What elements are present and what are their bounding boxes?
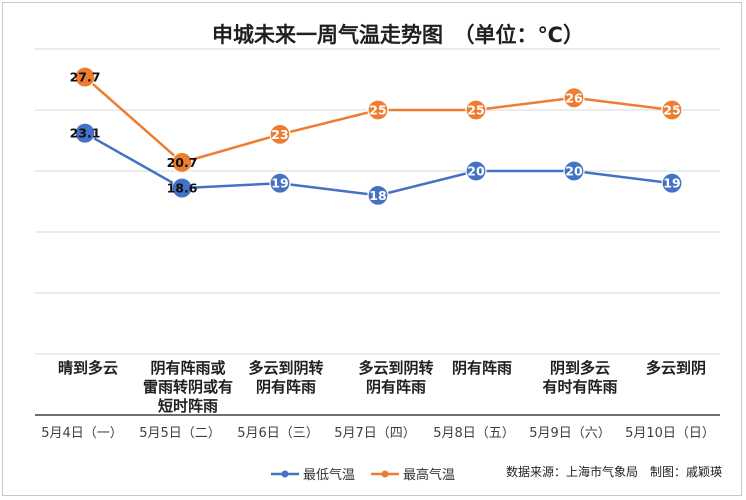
data-point — [661, 99, 683, 121]
data-label: 20 — [467, 164, 485, 179]
data-label: 19 — [663, 176, 680, 191]
chart-title: 申城未来一周气温走势图 （单位：℃） — [212, 23, 584, 47]
data-label: 23 — [271, 127, 288, 142]
condition-label: 雷雨转阴或有 — [143, 378, 233, 396]
data-label: 19 — [271, 176, 288, 191]
condition-label: 多云到阴转 — [248, 359, 323, 377]
data-point — [563, 160, 585, 182]
condition-label: 阴有阵雨或 — [150, 359, 225, 377]
source-credit: 数据来源：上海市气象局 制图：戚颖瑛 — [506, 464, 722, 479]
condition-label: 阴有阵雨 — [256, 378, 316, 396]
data-point — [74, 122, 96, 144]
data-point — [465, 99, 487, 121]
data-point — [367, 99, 389, 121]
condition-label: 有时有阵雨 — [542, 378, 617, 396]
x-tick-label: 5月5日（二） — [139, 426, 221, 441]
data-point — [269, 123, 291, 145]
data-point — [171, 177, 193, 199]
data-point — [269, 172, 291, 194]
legend-label: 最高气温 — [403, 467, 455, 483]
data-point — [563, 87, 585, 109]
data-label: 27.7 — [70, 70, 101, 85]
data-label: 18 — [369, 188, 386, 203]
data-label: 25 — [663, 103, 680, 118]
data-label: 20 — [565, 164, 583, 179]
weather-conditions: 晴到多云 阴有阵雨或雷雨转阴或有短时阵雨多云到阴转阴有阵雨多云到阴转阴有阵雨阴有阵… — [58, 359, 706, 415]
data-label: 18.6 — [167, 181, 198, 196]
data-point — [171, 151, 193, 174]
x-axis-dates: 5月4日（一） 5月5日（二） 5月6日（三） 5月7日（四） 5月8日（五） 5月9日（… — [41, 426, 715, 441]
condition-label: 短时阵雨 — [158, 397, 218, 415]
data-point — [367, 184, 389, 206]
data-point — [661, 172, 683, 194]
data-points: 23.1 18.6 19 18 20 20 19 27.7 20.7 23 25 25 26 25 — [70, 66, 683, 206]
x-tick-label: 5月8日（五） — [433, 426, 515, 441]
data-label: 25 — [369, 103, 386, 118]
gridlines — [35, 48, 720, 416]
x-tick-label: 5月10日（日） — [625, 426, 715, 441]
condition-label: 多云到阴转 — [358, 359, 433, 377]
legend-marker — [281, 470, 289, 478]
x-tick-label: 5月4日（一） — [41, 426, 123, 441]
condition-label: 阴到多云 — [550, 359, 610, 377]
data-point — [74, 66, 96, 88]
x-tick-label: 5月9日（六） — [529, 426, 611, 441]
data-label: 25 — [467, 103, 484, 118]
condition-label: 晴到多云 — [58, 359, 118, 377]
x-tick-label: 5月6日（三） — [237, 426, 319, 441]
condition-label: 多云到阴 — [646, 359, 706, 377]
legend-marker — [381, 470, 389, 478]
data-label: 26 — [565, 90, 583, 105]
data-point — [465, 160, 487, 182]
data-label: 23.1 — [70, 126, 101, 141]
condition-label: 阴有阵雨 — [452, 359, 512, 377]
legend-label: 最低气温 — [303, 467, 355, 483]
x-tick-label: 5月7日（四） — [334, 426, 416, 441]
data-label: 20.7 — [167, 155, 198, 170]
condition-label: 阴有阵雨 — [366, 378, 426, 396]
legend: 最低气温 最高气温 — [271, 467, 455, 483]
